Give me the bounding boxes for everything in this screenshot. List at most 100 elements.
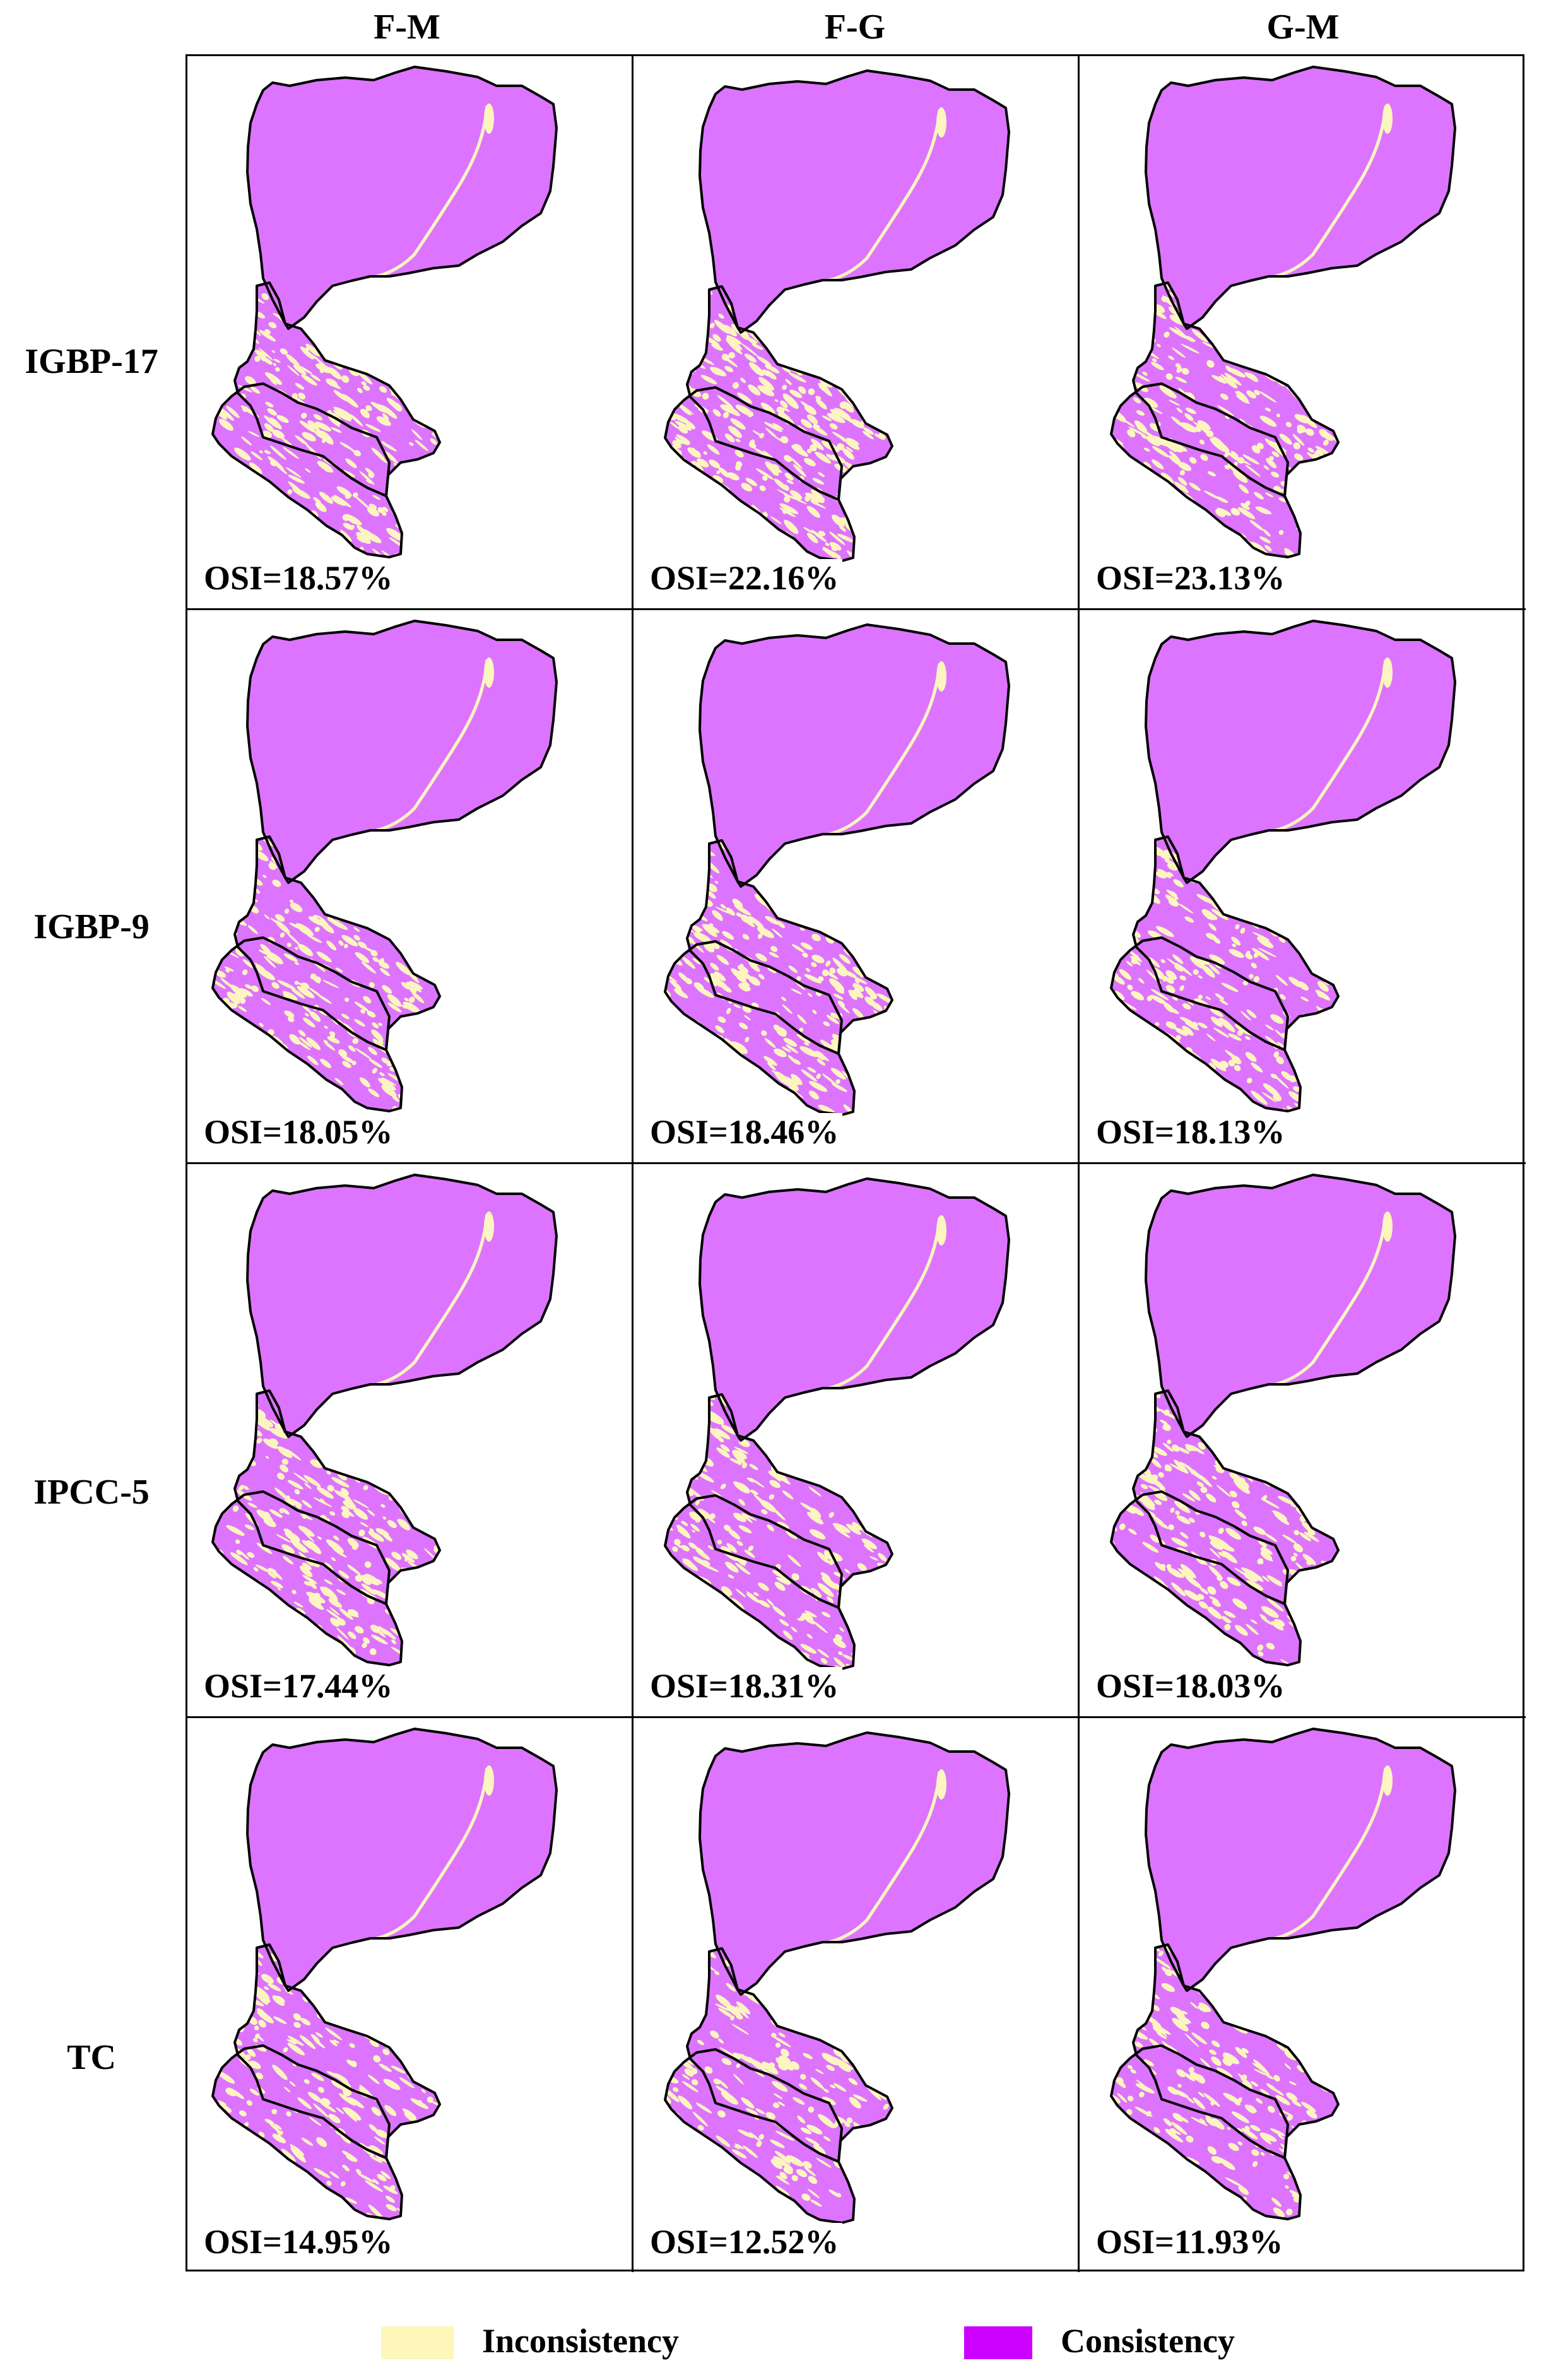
north-subbasin-area	[247, 67, 557, 329]
row-header-igbp-17: IGBP-17	[25, 342, 158, 381]
oasis-patch	[484, 1765, 494, 1796]
basin-map	[664, 623, 1010, 1116]
north-subbasin-area	[700, 1179, 1009, 1440]
oasis-patch	[484, 657, 494, 688]
map-panel-ipcc-5-f-g: OSI=18.31%	[634, 1164, 1080, 1718]
oasis-strip	[1275, 1213, 1388, 1386]
oasis-strip	[1275, 105, 1388, 278]
basin-map	[211, 620, 558, 1112]
oasis-strip	[1275, 659, 1388, 832]
south-subbasin-boundary	[211, 2044, 403, 2220]
north-subbasin-area	[1146, 1729, 1455, 1991]
north-subbasin-boundary	[1145, 620, 1456, 884]
north-subbasin-area	[247, 1729, 557, 1991]
north-subbasin-area	[700, 1733, 1009, 1994]
south-subbasin-boundary	[1110, 936, 1302, 1112]
map-panel-igbp-9-f-g: OSI=18.46%	[634, 610, 1080, 1164]
row-header-tc: TC	[67, 2038, 116, 2077]
osi-label: OSI=23.13%	[1092, 559, 1289, 597]
north-subbasin-boundary	[1145, 1174, 1456, 1438]
south-subbasin-boundary	[211, 936, 403, 1112]
oasis-strip	[828, 109, 941, 282]
osi-label: OSI=17.44%	[200, 1667, 397, 1705]
map-panel-ipcc-5-g-m: OSI=18.03%	[1080, 1164, 1526, 1718]
north-subbasin-boundary	[1145, 66, 1456, 330]
north-subbasin-boundary	[698, 69, 1010, 334]
osi-label: OSI=18.13%	[1092, 1113, 1289, 1151]
basin-map	[664, 69, 1010, 562]
oasis-strip	[1275, 1767, 1388, 1940]
basin-map	[211, 66, 558, 558]
south-subbasin-boundary	[664, 386, 856, 562]
oasis-strip	[828, 1771, 941, 1944]
south-subbasin-boundary	[1110, 1490, 1302, 1666]
map-panel-igbp-17-g-m: OSI=23.13%	[1080, 56, 1526, 610]
map-panel-ipcc-5-f-m: OSI=17.44%	[187, 1164, 634, 1718]
column-header-g-m: G-M	[1266, 8, 1340, 47]
basin-map	[1110, 620, 1456, 1112]
north-subbasin-boundary	[246, 1174, 558, 1438]
oasis-patch	[1382, 657, 1393, 688]
south-subbasin-boundary	[1110, 2044, 1302, 2220]
map-panel-tc-g-m: OSI=11.93%	[1080, 1718, 1526, 2272]
basin-map	[211, 1728, 558, 2220]
oasis-strip	[376, 105, 489, 278]
basin-map	[211, 1174, 558, 1666]
basin-map	[1110, 1174, 1456, 1666]
legend-swatch-consistency	[964, 2326, 1032, 2359]
north-subbasin-boundary	[698, 623, 1010, 888]
map-panel-igbp-17-f-m: OSI=18.57%	[187, 56, 634, 610]
oasis-patch	[484, 103, 494, 134]
north-subbasin-boundary	[246, 1728, 558, 1992]
osi-label: OSI=18.03%	[1092, 1667, 1289, 1705]
oasis-strip	[376, 1213, 489, 1386]
oasis-patch	[1382, 103, 1393, 134]
osi-label: OSI=12.52%	[646, 2223, 843, 2261]
north-subbasin-area	[1146, 67, 1455, 329]
basin-map	[1110, 66, 1456, 558]
osi-label: OSI=22.16%	[646, 559, 843, 597]
oasis-patch	[936, 1769, 946, 1800]
oasis-patch	[936, 107, 946, 138]
south-subbasin-boundary	[664, 2048, 856, 2224]
basin-map	[1110, 1728, 1456, 2220]
map-panel-igbp-17-f-g: OSI=22.16%	[634, 56, 1080, 610]
map-panel-tc-f-m: OSI=14.95%	[187, 1718, 634, 2272]
map-panel-igbp-9-g-m: OSI=18.13%	[1080, 610, 1526, 1164]
south-subbasin-boundary	[211, 382, 403, 558]
legend-label-inconsistency: Inconsistency	[482, 2322, 680, 2360]
oasis-strip	[828, 1217, 941, 1390]
north-subbasin-boundary	[698, 1177, 1010, 1442]
oasis-strip	[828, 663, 941, 836]
north-subbasin-boundary	[1145, 1728, 1456, 1992]
oasis-patch	[484, 1211, 494, 1242]
osi-label: OSI=18.46%	[646, 1113, 843, 1151]
osi-label: OSI=18.31%	[646, 1667, 843, 1705]
row-header-ipcc-5: IPCC-5	[33, 1473, 150, 1512]
column-header-f-g: F-G	[824, 8, 886, 47]
north-subbasin-boundary	[246, 66, 558, 330]
osi-label: OSI=14.95%	[200, 2223, 397, 2261]
oasis-strip	[376, 1767, 489, 1940]
map-panel-tc-f-g: OSI=12.52%	[634, 1718, 1080, 2272]
oasis-strip	[376, 659, 489, 832]
north-subbasin-boundary	[246, 620, 558, 884]
osi-label: OSI=11.93%	[1092, 2223, 1287, 2261]
north-subbasin-area	[247, 621, 557, 883]
south-subbasin-boundary	[1110, 382, 1302, 558]
legend-label-consistency: Consistency	[1061, 2322, 1235, 2360]
oasis-patch	[1382, 1211, 1393, 1242]
oasis-patch	[936, 661, 946, 692]
north-subbasin-area	[700, 71, 1009, 333]
osi-label: OSI=18.05%	[200, 1113, 397, 1151]
osi-label: OSI=18.57%	[200, 559, 397, 597]
north-subbasin-area	[247, 1175, 557, 1437]
map-grid: OSI=18.57% OSI=22.16% OSI=23.13% OSI=18.05%…	[186, 54, 1526, 2272]
legend-swatch-inconsistency	[381, 2326, 454, 2359]
north-subbasin-area	[1146, 621, 1455, 883]
oasis-patch	[1382, 1765, 1393, 1796]
row-header-igbp-9: IGBP-9	[33, 907, 150, 946]
basin-map	[664, 1731, 1010, 2224]
basin-map	[664, 1177, 1010, 1670]
map-panel-igbp-9-f-m: OSI=18.05%	[187, 610, 634, 1164]
